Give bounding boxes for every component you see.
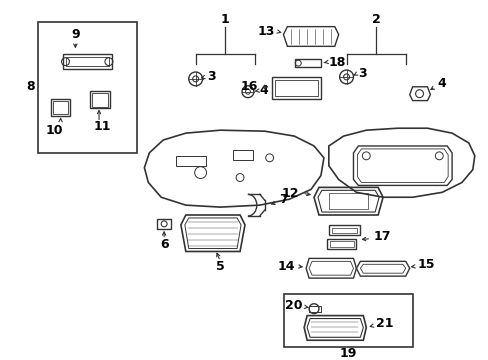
Text: 19: 19 [339,347,357,360]
Text: 4: 4 [436,77,445,90]
Text: 18: 18 [328,56,346,69]
Text: 5: 5 [216,260,224,273]
Text: 3: 3 [358,67,366,81]
Text: 13: 13 [257,25,274,38]
Text: 17: 17 [372,230,390,243]
Text: 2: 2 [371,13,380,26]
Text: 14: 14 [277,260,295,273]
Text: 11: 11 [93,120,110,133]
Text: 12: 12 [281,187,299,200]
Text: 4: 4 [259,84,268,97]
Text: 7: 7 [279,193,287,206]
Text: 1: 1 [221,13,229,26]
Text: 9: 9 [71,28,80,41]
Text: 6: 6 [160,238,168,251]
Text: 20: 20 [284,299,302,312]
Text: 8: 8 [27,80,35,93]
Text: 21: 21 [375,317,393,330]
Text: 16: 16 [240,80,257,93]
Text: 15: 15 [417,258,434,271]
Text: 3: 3 [207,71,216,84]
Text: 10: 10 [46,124,63,137]
